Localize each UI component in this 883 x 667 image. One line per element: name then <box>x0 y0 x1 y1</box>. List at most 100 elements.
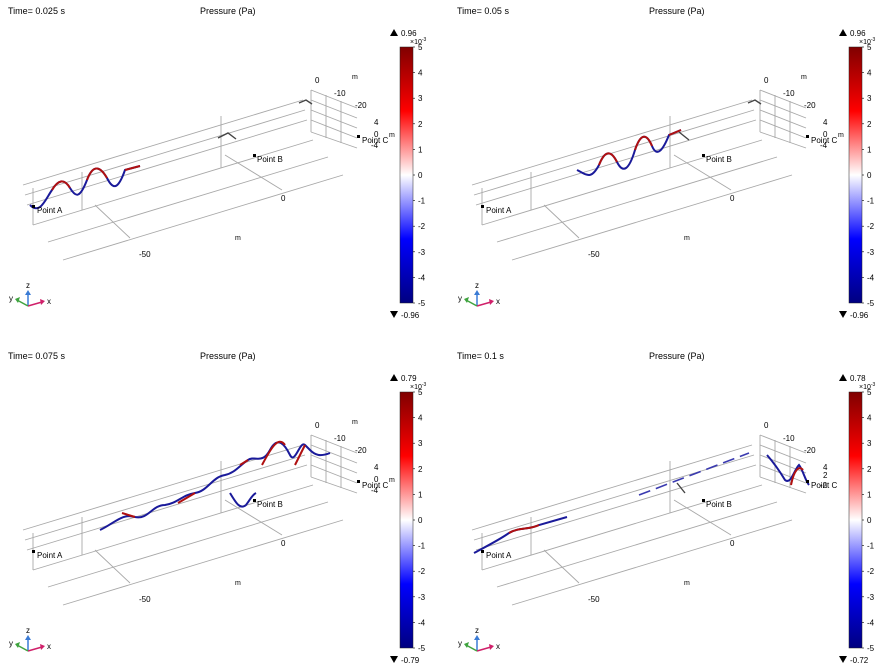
colorbar-min-label: -0.79 <box>401 656 420 665</box>
colorbar-tick-label: 3 <box>418 94 423 103</box>
pressure-dip <box>229 492 257 508</box>
y-unit-label: m <box>801 74 807 81</box>
end-marker <box>298 99 313 105</box>
colorbar: 0.96 ×10-3 5 4 3 2 1 0 -1 -2 -3 -4 -5 -0.96 <box>839 29 876 320</box>
z-tick-4: 4 <box>823 463 828 472</box>
colorbar-tick-label: -1 <box>418 542 426 551</box>
z-tick-minus4: -4 <box>371 141 379 150</box>
x-unit-label: m <box>235 580 241 587</box>
x-tick-0: 0 <box>730 194 735 203</box>
colorbar-scale-label: ×10-3 <box>410 37 427 46</box>
z-unit-label: m <box>838 132 844 139</box>
point-a-label: Point A <box>486 206 512 215</box>
point-b-marker <box>702 499 705 502</box>
x-tick-minus50: -50 <box>588 250 600 259</box>
x-axis-label: x <box>496 642 500 651</box>
axis-triad: z y x <box>458 626 500 652</box>
point-b-label: Point B <box>706 155 732 164</box>
z-tick-4: 4 <box>374 463 379 472</box>
colorbar-tick-label: 2 <box>867 120 872 129</box>
plot-title: Pressure (Pa) <box>649 351 705 361</box>
colorbar-gradient <box>848 391 863 649</box>
z-tick-0: 0 <box>374 130 379 139</box>
y-tick-10: -10 <box>783 89 795 98</box>
y-axis-label: y <box>458 294 462 303</box>
axes-grid <box>471 434 807 606</box>
pressure-wave-crest <box>121 440 306 518</box>
pressure-wave-far-crest <box>790 467 804 486</box>
colorbar-tick-label: -4 <box>867 618 875 627</box>
colorbar-tick-label: 0 <box>418 516 423 525</box>
point-b-label: Point B <box>706 500 732 509</box>
y-tick-0: 0 <box>764 421 769 430</box>
colorbar-tick-label: 3 <box>418 439 423 448</box>
z-unit-label: m <box>389 477 395 484</box>
x-tick-minus50: -50 <box>139 595 151 604</box>
panel-2: Time= 0.05 s Pressure (Pa) <box>457 6 876 320</box>
y-tick-10: -10 <box>334 434 346 443</box>
z-tick-minus4: -4 <box>371 486 379 495</box>
x-unit-label: m <box>684 235 690 242</box>
axes-grid <box>22 89 358 261</box>
plot-title: Pressure (Pa) <box>200 6 256 16</box>
point-a-label: Point A <box>486 551 512 560</box>
colorbar-gradient <box>848 46 863 304</box>
axis-triad: z y x <box>9 281 51 307</box>
z-tick-0: 0 <box>823 130 828 139</box>
point-c-label: Point C <box>362 136 388 145</box>
z-axis-label: z <box>26 281 30 290</box>
colorbar-tick-label: -5 <box>867 644 875 653</box>
colorbar-tick-label: -5 <box>867 299 875 308</box>
plot-title: Pressure (Pa) <box>200 351 256 361</box>
colorbar-tick-label: -3 <box>418 248 426 257</box>
time-label: Time= 0.1 s <box>457 351 504 361</box>
z-unit-label: m <box>389 132 395 139</box>
colorbar-tick-label: 0 <box>867 516 872 525</box>
colorbar-tick-label: 4 <box>867 414 872 423</box>
x-tick-0: 0 <box>281 194 286 203</box>
y-tick-10: -10 <box>334 89 346 98</box>
axis-triad: z y x <box>458 281 500 307</box>
colorbar-tick-label: 1 <box>418 490 423 499</box>
x-tick-minus50: -50 <box>588 595 600 604</box>
point-a-marker <box>481 550 484 553</box>
plot-title: Pressure (Pa) <box>649 6 705 16</box>
colorbar-tick-label: 0 <box>867 171 872 180</box>
colorbar-min-label: -0.96 <box>401 311 420 320</box>
point-a-marker <box>481 205 484 208</box>
pressure-wave-crest <box>51 165 141 191</box>
x-axis-label: x <box>496 297 500 306</box>
colorbar-tick-label: -3 <box>867 248 875 257</box>
pressure-wave <box>99 441 331 531</box>
panel-3: Time= 0.075 s Pressure (Pa) P <box>8 351 427 665</box>
colorbar-tick-label: -1 <box>867 197 875 206</box>
colorbar-gradient <box>399 391 414 649</box>
pressure-wave <box>473 516 568 554</box>
y-tick-20: -20 <box>804 101 816 110</box>
point-b-label: Point B <box>257 155 283 164</box>
pressure-wave-crest <box>598 129 682 166</box>
end-marker <box>747 99 762 105</box>
x-unit-label: m <box>684 580 690 587</box>
point-a-label: Point A <box>37 551 63 560</box>
point-b-marker <box>702 154 705 157</box>
y-tick-0: 0 <box>315 76 320 85</box>
y-axis-label: y <box>9 294 13 303</box>
point-b-marker <box>253 154 256 157</box>
z-axis-label: z <box>26 626 30 635</box>
colorbar-tick-label: -1 <box>418 197 426 206</box>
x-tick-0: 0 <box>730 539 735 548</box>
x-tick-minus50: -50 <box>139 250 151 259</box>
z-tick-4: 4 <box>823 118 828 127</box>
point-a-marker <box>32 550 35 553</box>
colorbar-tick-label: 5 <box>867 388 872 397</box>
colorbar: 0.96 ×10-3 5 4 3 2 1 0 -1 -2 -3 -4 -5 -0.96 <box>390 29 427 320</box>
y-tick-20: -20 <box>355 446 367 455</box>
colorbar-tick-label: -3 <box>867 593 875 602</box>
z-tick-minus4: -4 <box>820 141 828 150</box>
y-unit-label: m <box>352 419 358 426</box>
point-b-marker <box>253 499 256 502</box>
colorbar: 0.78 ×10-3 5 4 3 2 1 0 -1 -2 -3 -4 -5 -0.72 <box>839 374 876 665</box>
colorbar-tick-label: 2 <box>418 465 423 474</box>
